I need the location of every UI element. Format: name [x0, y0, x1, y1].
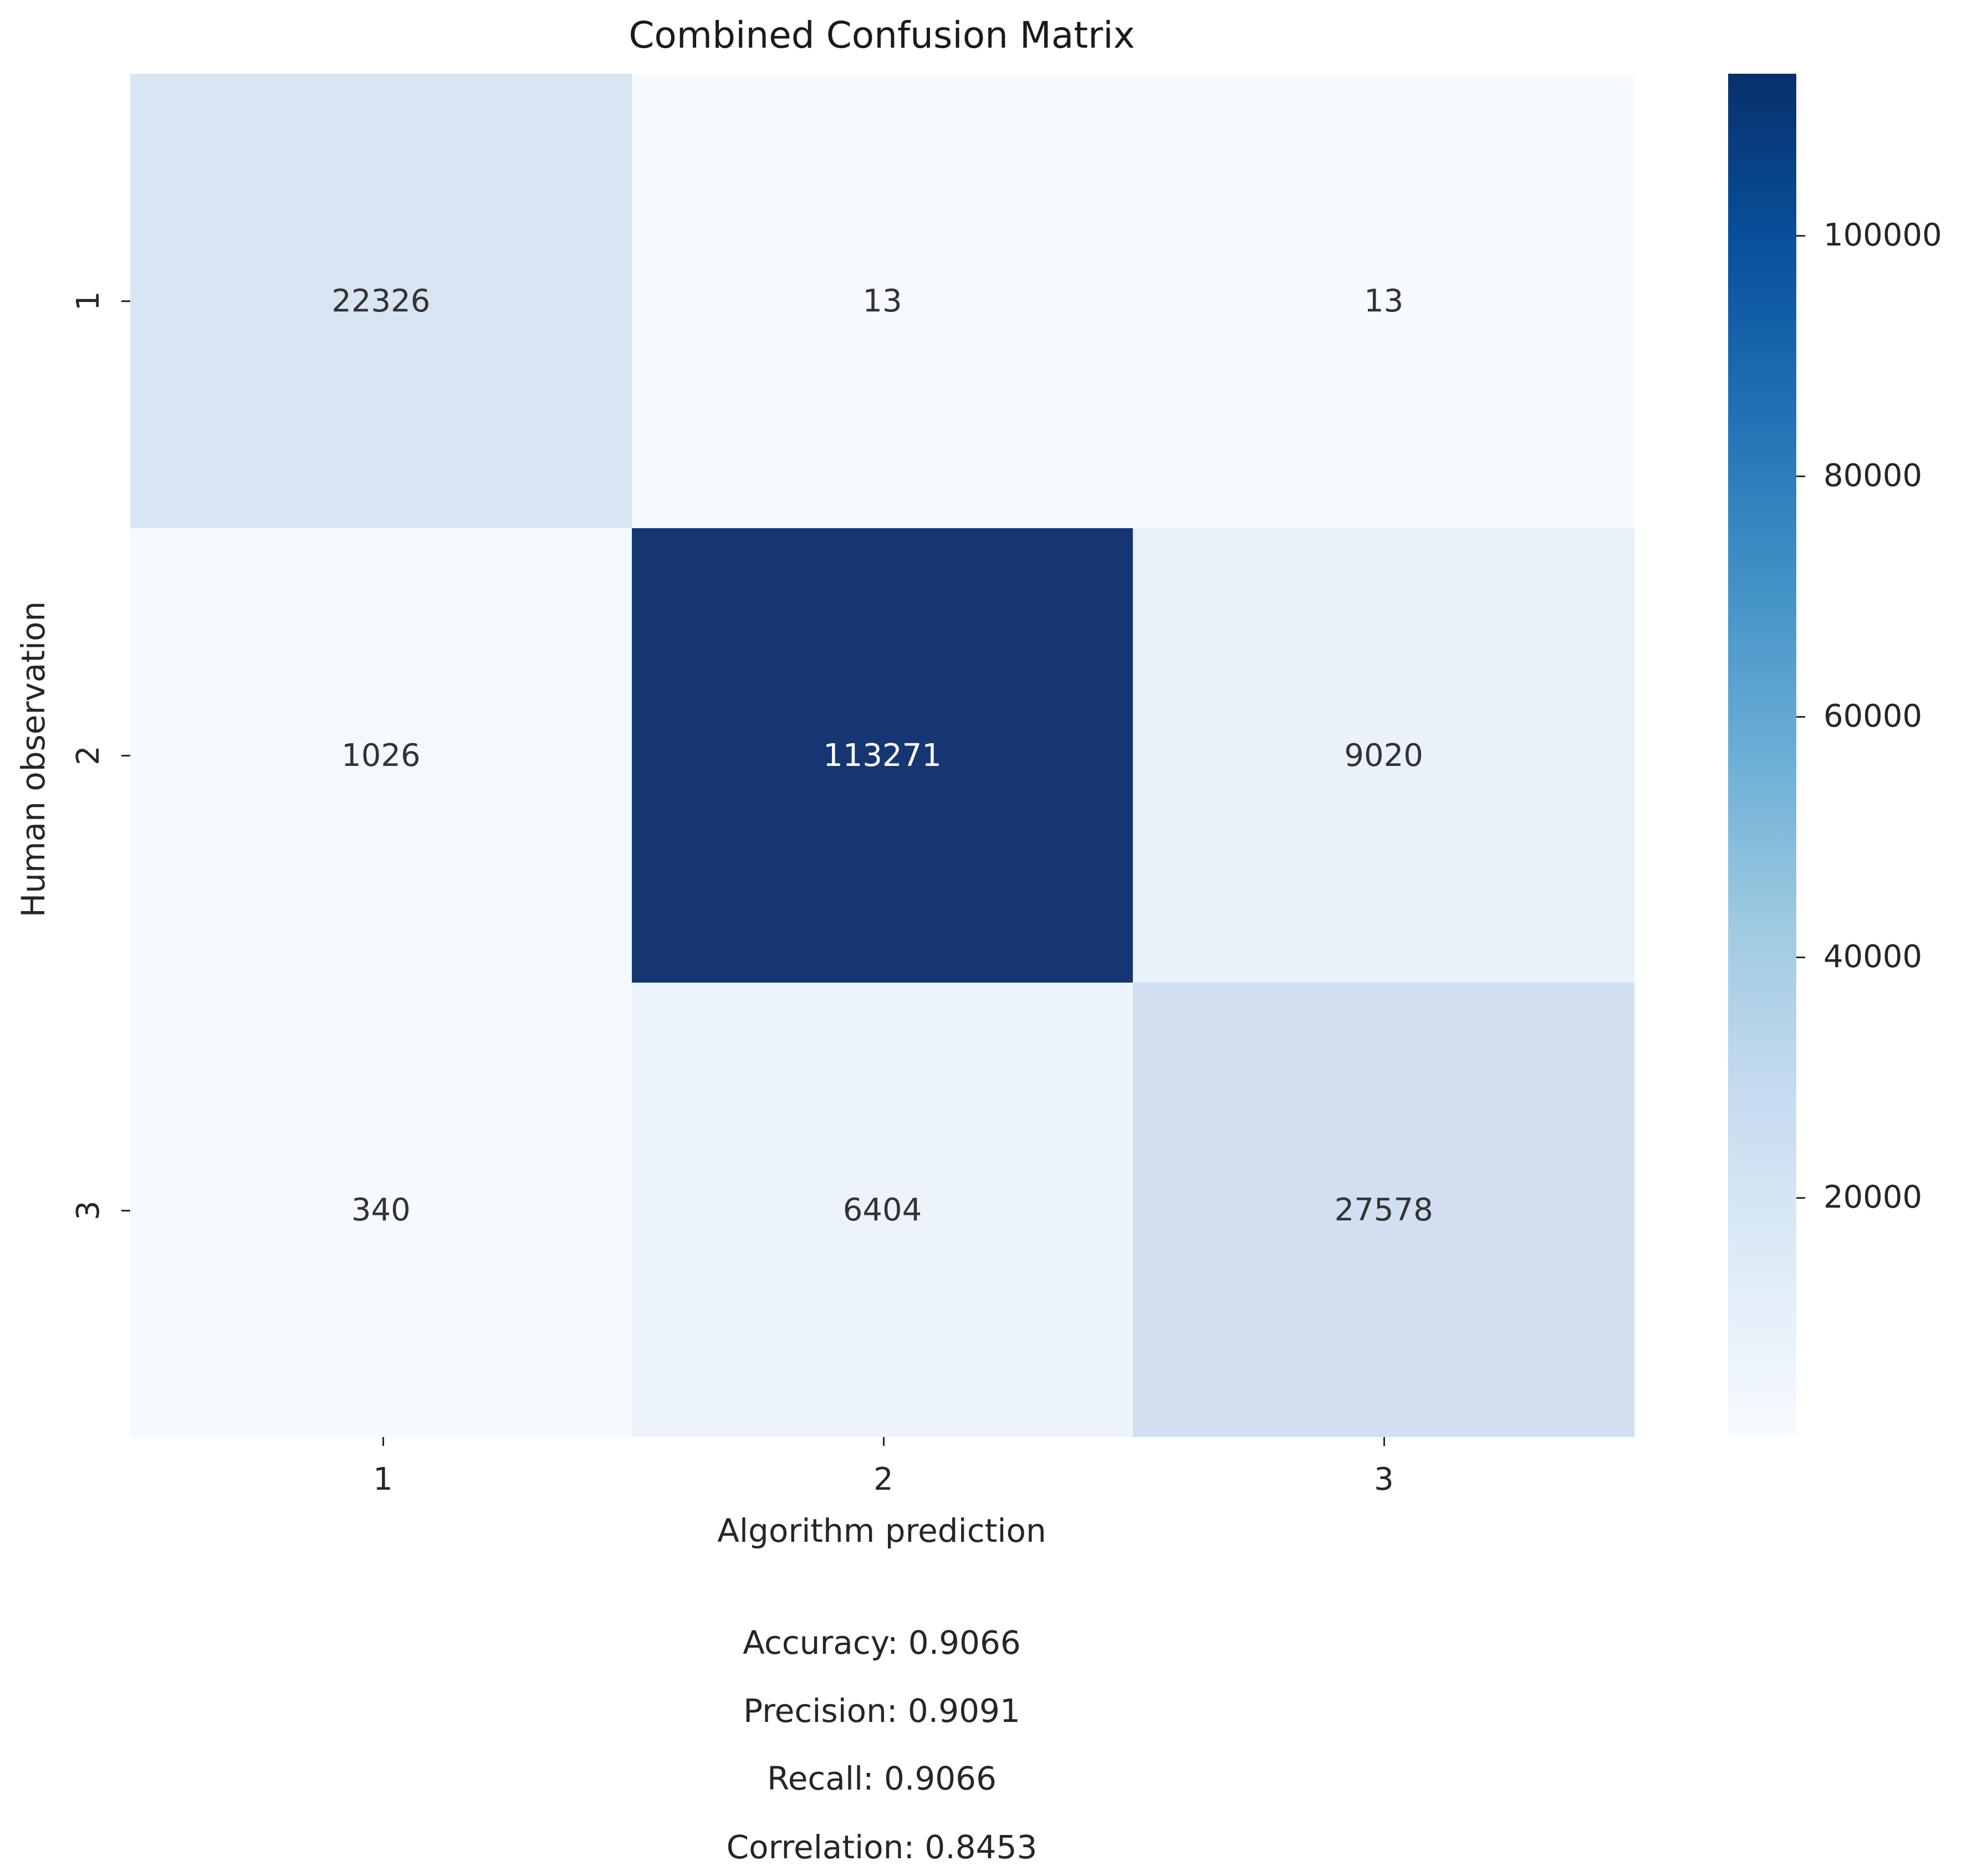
x-tick-mark-2 — [883, 1437, 885, 1446]
y-tick-mark-2 — [121, 755, 130, 756]
x-tick-mark-1 — [382, 1437, 384, 1446]
confusion-matrix-heatmap: 22326 13 13 1026 113271 9020 340 6404 27… — [130, 74, 1634, 1437]
accuracy-metric: Accuracy: 0.9066 — [743, 1624, 1021, 1662]
colorbar-label-40000: 40000 — [1823, 939, 1923, 975]
y-tick-mark-3 — [121, 1210, 130, 1212]
matrix-cell-r3-c3: 27578 — [1133, 983, 1634, 1437]
colorbar-label-80000: 80000 — [1823, 458, 1923, 494]
x-tick-label-3: 3 — [1374, 1461, 1394, 1497]
precision-metric: Precision: 0.9091 — [743, 1692, 1020, 1730]
recall-metric: Recall: 0.9066 — [767, 1760, 997, 1797]
colorbar-label-100000: 100000 — [1823, 217, 1942, 253]
correlation-metric: Correlation: 0.8453 — [726, 1828, 1038, 1866]
matrix-cell-r2-c1: 1026 — [130, 528, 632, 983]
chart-title: Combined Confusion Matrix — [629, 14, 1135, 57]
x-tick-mark-3 — [1383, 1437, 1385, 1446]
colorbar-tick-80000 — [1796, 476, 1805, 477]
x-tick-label-1: 1 — [373, 1461, 393, 1497]
y-tick-label-3: 3 — [70, 1200, 106, 1220]
y-tick-label-1: 1 — [70, 291, 106, 311]
matrix-cell-r2-c2: 113271 — [631, 528, 1133, 983]
x-tick-label-2: 2 — [873, 1461, 893, 1497]
colorbar-tick-60000 — [1796, 716, 1805, 718]
colorbar-label-20000: 20000 — [1823, 1179, 1923, 1215]
matrix-cell-r3-c1: 340 — [130, 983, 632, 1437]
matrix-cell-r1-c3: 13 — [1133, 74, 1634, 528]
colorbar-tick-100000 — [1796, 235, 1805, 237]
y-tick-label-2: 2 — [70, 745, 106, 765]
matrix-cell-r1-c2: 13 — [631, 74, 1133, 528]
matrix-cell-r1-c1: 22326 — [130, 74, 632, 528]
colorbar-tick-20000 — [1796, 1197, 1805, 1199]
y-tick-mark-1 — [121, 300, 130, 302]
matrix-cell-r3-c2: 6404 — [631, 983, 1133, 1437]
matrix-cell-r2-c3: 9020 — [1133, 528, 1634, 983]
colorbar — [1728, 74, 1796, 1436]
colorbar-tick-40000 — [1796, 957, 1805, 958]
x-axis-label: Algorithm prediction — [717, 1512, 1046, 1550]
y-axis-label: Human observation — [14, 601, 52, 918]
colorbar-label-60000: 60000 — [1823, 698, 1923, 734]
